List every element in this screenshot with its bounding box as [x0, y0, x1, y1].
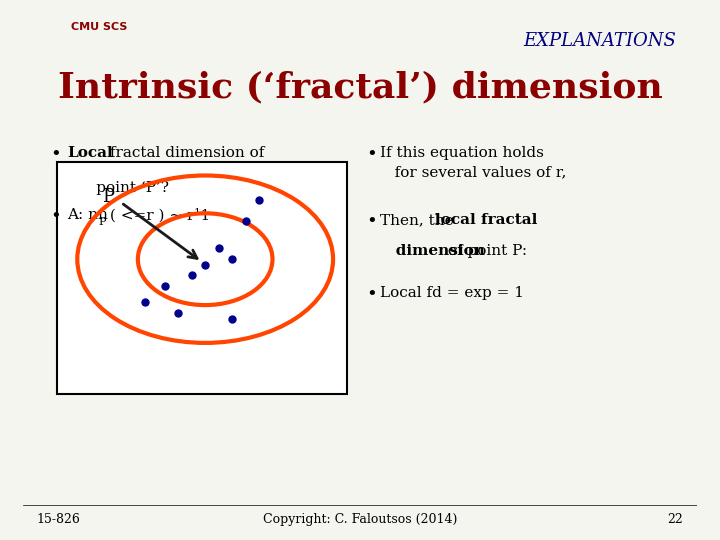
Text: •: •	[366, 286, 377, 304]
Text: Intrinsic (‘fractal’) dimension: Intrinsic (‘fractal’) dimension	[58, 70, 662, 104]
Text: fractal dimension of: fractal dimension of	[105, 146, 264, 160]
Text: EXPLANATIONS: EXPLANATIONS	[523, 32, 676, 50]
Text: CMU SCS: CMU SCS	[71, 22, 127, 32]
Text: •: •	[366, 146, 377, 164]
FancyBboxPatch shape	[57, 162, 346, 394]
Text: If this equation holds
   for several values of r,: If this equation holds for several value…	[380, 146, 567, 179]
Text: ( <=r ) ∼ r¹1: ( <=r ) ∼ r¹1	[105, 208, 210, 222]
Text: •: •	[366, 213, 377, 231]
Text: Then, the: Then, the	[380, 213, 459, 227]
Text: point ‘P’?: point ‘P’?	[67, 181, 169, 195]
Text: 22: 22	[667, 513, 683, 526]
Text: A: nn: A: nn	[67, 208, 108, 222]
Text: 15-826: 15-826	[37, 513, 81, 526]
Text: P: P	[102, 188, 114, 206]
Text: local fractal: local fractal	[436, 213, 538, 227]
Text: Local fd = exp = 1: Local fd = exp = 1	[380, 286, 524, 300]
Text: dimension: dimension	[380, 244, 485, 258]
Text: •: •	[50, 208, 61, 226]
Text: Local: Local	[67, 146, 113, 160]
Text: of point P:: of point P:	[443, 244, 527, 258]
Text: •: •	[50, 146, 61, 164]
Text: Copyright: C. Faloutsos (2014): Copyright: C. Faloutsos (2014)	[263, 513, 457, 526]
Text: P: P	[98, 217, 106, 227]
